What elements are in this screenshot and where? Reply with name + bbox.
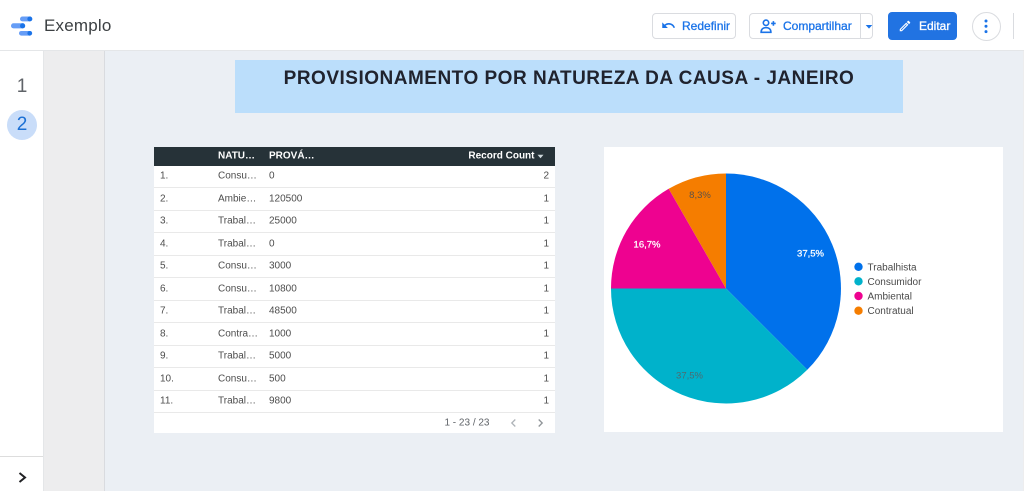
svg-text:16,7%: 16,7% [633,240,660,251]
svg-text:37,5%: 37,5% [676,371,703,382]
svg-text:Trabalhista: Trabalhista [867,262,917,273]
svg-text:Ambiental: Ambiental [867,292,911,303]
svg-text:37,5%: 37,5% [797,249,824,260]
svg-text:Consumidor: Consumidor [867,277,922,288]
svg-text:8,3%: 8,3% [689,190,711,201]
svg-text:Contratual: Contratual [867,306,913,317]
